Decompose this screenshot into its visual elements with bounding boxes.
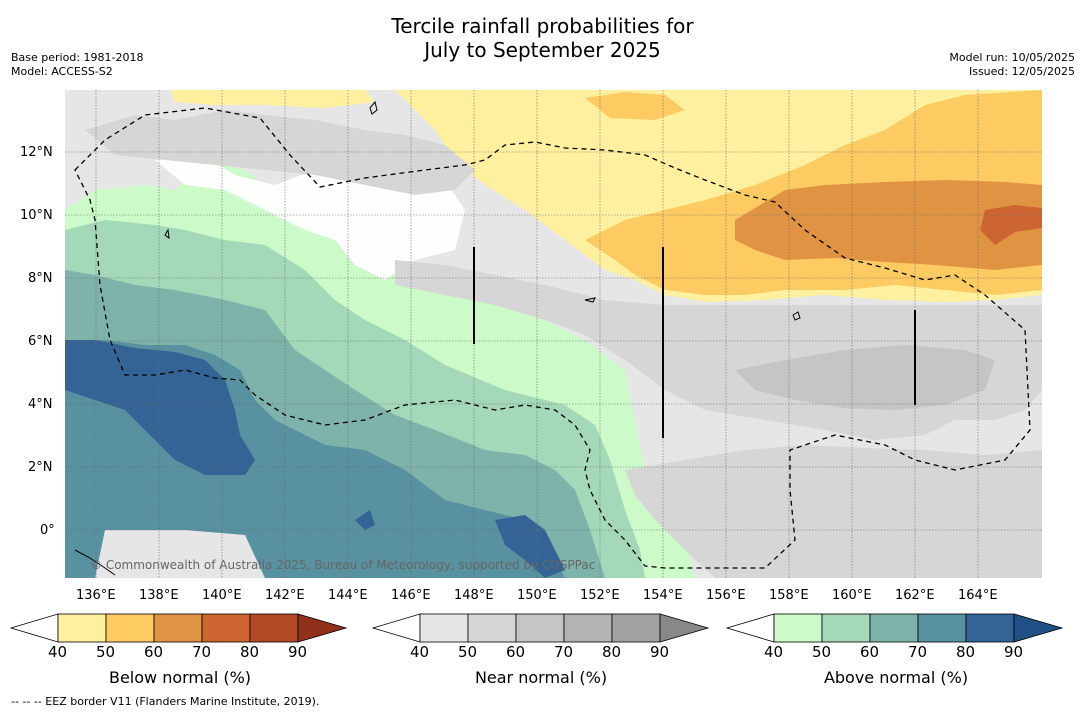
colorbar-tick-label: 50 — [458, 643, 478, 661]
colorbar-tick-label: 70 — [192, 643, 212, 661]
title-line-2: July to September 2025 — [424, 38, 661, 62]
base-period: Base period: 1981-2018 — [11, 51, 144, 64]
lon-tick-158E: 158°E — [769, 588, 809, 603]
colorbar-segment — [869, 613, 919, 643]
lon-tick-154E: 154°E — [643, 588, 683, 603]
colorbar-extend-high — [659, 613, 710, 643]
below-40-nw-strip — [170, 90, 375, 108]
islands — [74, 100, 801, 576]
colorbar-tick-label: 70 — [908, 643, 928, 661]
colorbar-tick-label: 70 — [554, 643, 574, 661]
colorbar-tick-label: 80 — [956, 643, 976, 661]
colorbar-segment — [419, 613, 469, 643]
lat-tick-10N: 10°N — [20, 208, 53, 223]
colorbar-segment — [563, 613, 613, 643]
lon-tick-138E: 138°E — [139, 588, 179, 603]
lon-tick-164E: 164°E — [958, 588, 998, 603]
map-vertical-lines — [473, 247, 916, 438]
colorbar-below-normal — [10, 613, 348, 643]
colorbar-segment — [773, 613, 823, 643]
colorbar-tick-label: 50 — [812, 643, 832, 661]
lat-tick-2N: 2°N — [28, 460, 53, 475]
near-50-north — [85, 110, 475, 195]
lon-tick-148E: 148°E — [454, 588, 494, 603]
below-60-region — [735, 180, 1042, 270]
colorbar-tick-label: 40 — [410, 643, 430, 661]
above-80-region — [65, 340, 255, 475]
colorbar-tick-label: 50 — [96, 643, 116, 661]
model-name: Model: ACCESS-S2 — [11, 65, 113, 78]
model-run: Model run: 10/05/2025 — [949, 51, 1075, 64]
meta-right: Model run: 10/05/2025 Issued: 12/05/2025 — [949, 51, 1075, 79]
lon-tick-144E: 144°E — [328, 588, 368, 603]
colorbar-extend-low — [726, 613, 775, 643]
lon-tick-142E: 142°E — [265, 588, 305, 603]
lon-tick-146E: 146°E — [391, 588, 431, 603]
near-normal-label: Near normal (%) — [474, 668, 608, 687]
eez-footnote: -- -- -- EEZ border V11 (Flanders Marine… — [11, 695, 320, 708]
colorbar-tick-label: 60 — [144, 643, 164, 661]
colorbar-above-normal — [726, 613, 1064, 643]
colorbar-tick-label: 80 — [240, 643, 260, 661]
colorbar-extend-high — [1013, 613, 1064, 643]
colorbar-tick-label: 90 — [650, 643, 670, 661]
colorbar-segment — [153, 613, 203, 643]
near-50-south — [625, 445, 1042, 578]
lon-tick-156E: 156°E — [706, 588, 746, 603]
colorbar-near-normal — [372, 613, 710, 643]
lon-tick-150E: 150°E — [517, 588, 557, 603]
rainfall-map — [65, 90, 1042, 578]
lat-tick-0: 0° — [40, 523, 55, 538]
near-60-region — [735, 345, 995, 410]
below-normal-label: Below normal (%) — [108, 668, 252, 687]
colorbar-segment — [201, 613, 251, 643]
below-50-top-strip — [585, 92, 685, 120]
issued-date: Issued: 12/05/2025 — [968, 65, 1075, 78]
colorbar-segment — [821, 613, 871, 643]
above-80-small-south — [495, 515, 565, 578]
lon-tick-162E: 162°E — [895, 588, 935, 603]
lat-tick-12N: 12°N — [20, 145, 53, 160]
colorbar-segment — [249, 613, 299, 643]
lon-tick-136E: 136°E — [76, 588, 116, 603]
colorbar-segment — [57, 613, 107, 643]
lat-tick-6N: 6°N — [28, 334, 53, 349]
colorbar-tick-label: 90 — [288, 643, 308, 661]
lat-tick-4N: 4°N — [28, 397, 53, 412]
colorbar-segment — [611, 613, 661, 643]
colorbar-tick-label: 40 — [764, 643, 784, 661]
lon-tick-160E: 160°E — [832, 588, 872, 603]
lon-tick-140E: 140°E — [202, 588, 242, 603]
colorbar-extend-high — [297, 613, 348, 643]
above-normal-label: Above normal (%) — [823, 668, 969, 687]
colorbar-extend-low — [372, 613, 421, 643]
colorbar-tick-label: 60 — [860, 643, 880, 661]
colorbar-segment — [105, 613, 155, 643]
colorbar-extend-low — [10, 613, 59, 643]
meta-left: Base period: 1981-2018 Model: ACCESS-S2 — [11, 51, 143, 79]
colorbar-tick-label: 60 — [506, 643, 526, 661]
map-title: Tercile rainfall probabilities for July … — [0, 14, 1085, 62]
colorbar-segment — [917, 613, 967, 643]
colorbar-segment — [467, 613, 517, 643]
colorbar-segment — [965, 613, 1015, 643]
title-line-1: Tercile rainfall probabilities for — [391, 14, 694, 38]
colorbar-tick-label: 90 — [1004, 643, 1024, 661]
colorbar-segment — [515, 613, 565, 643]
colorbar-tick-label: 80 — [602, 643, 622, 661]
lat-tick-8N: 8°N — [28, 271, 53, 286]
above-80-small-west — [355, 510, 375, 530]
near-40-southwest — [95, 530, 265, 578]
colorbar-tick-label: 40 — [48, 643, 68, 661]
copyright-notice: © Commonwealth of Australia 2025, Bureau… — [90, 558, 596, 572]
lon-tick-152E: 152°E — [580, 588, 620, 603]
